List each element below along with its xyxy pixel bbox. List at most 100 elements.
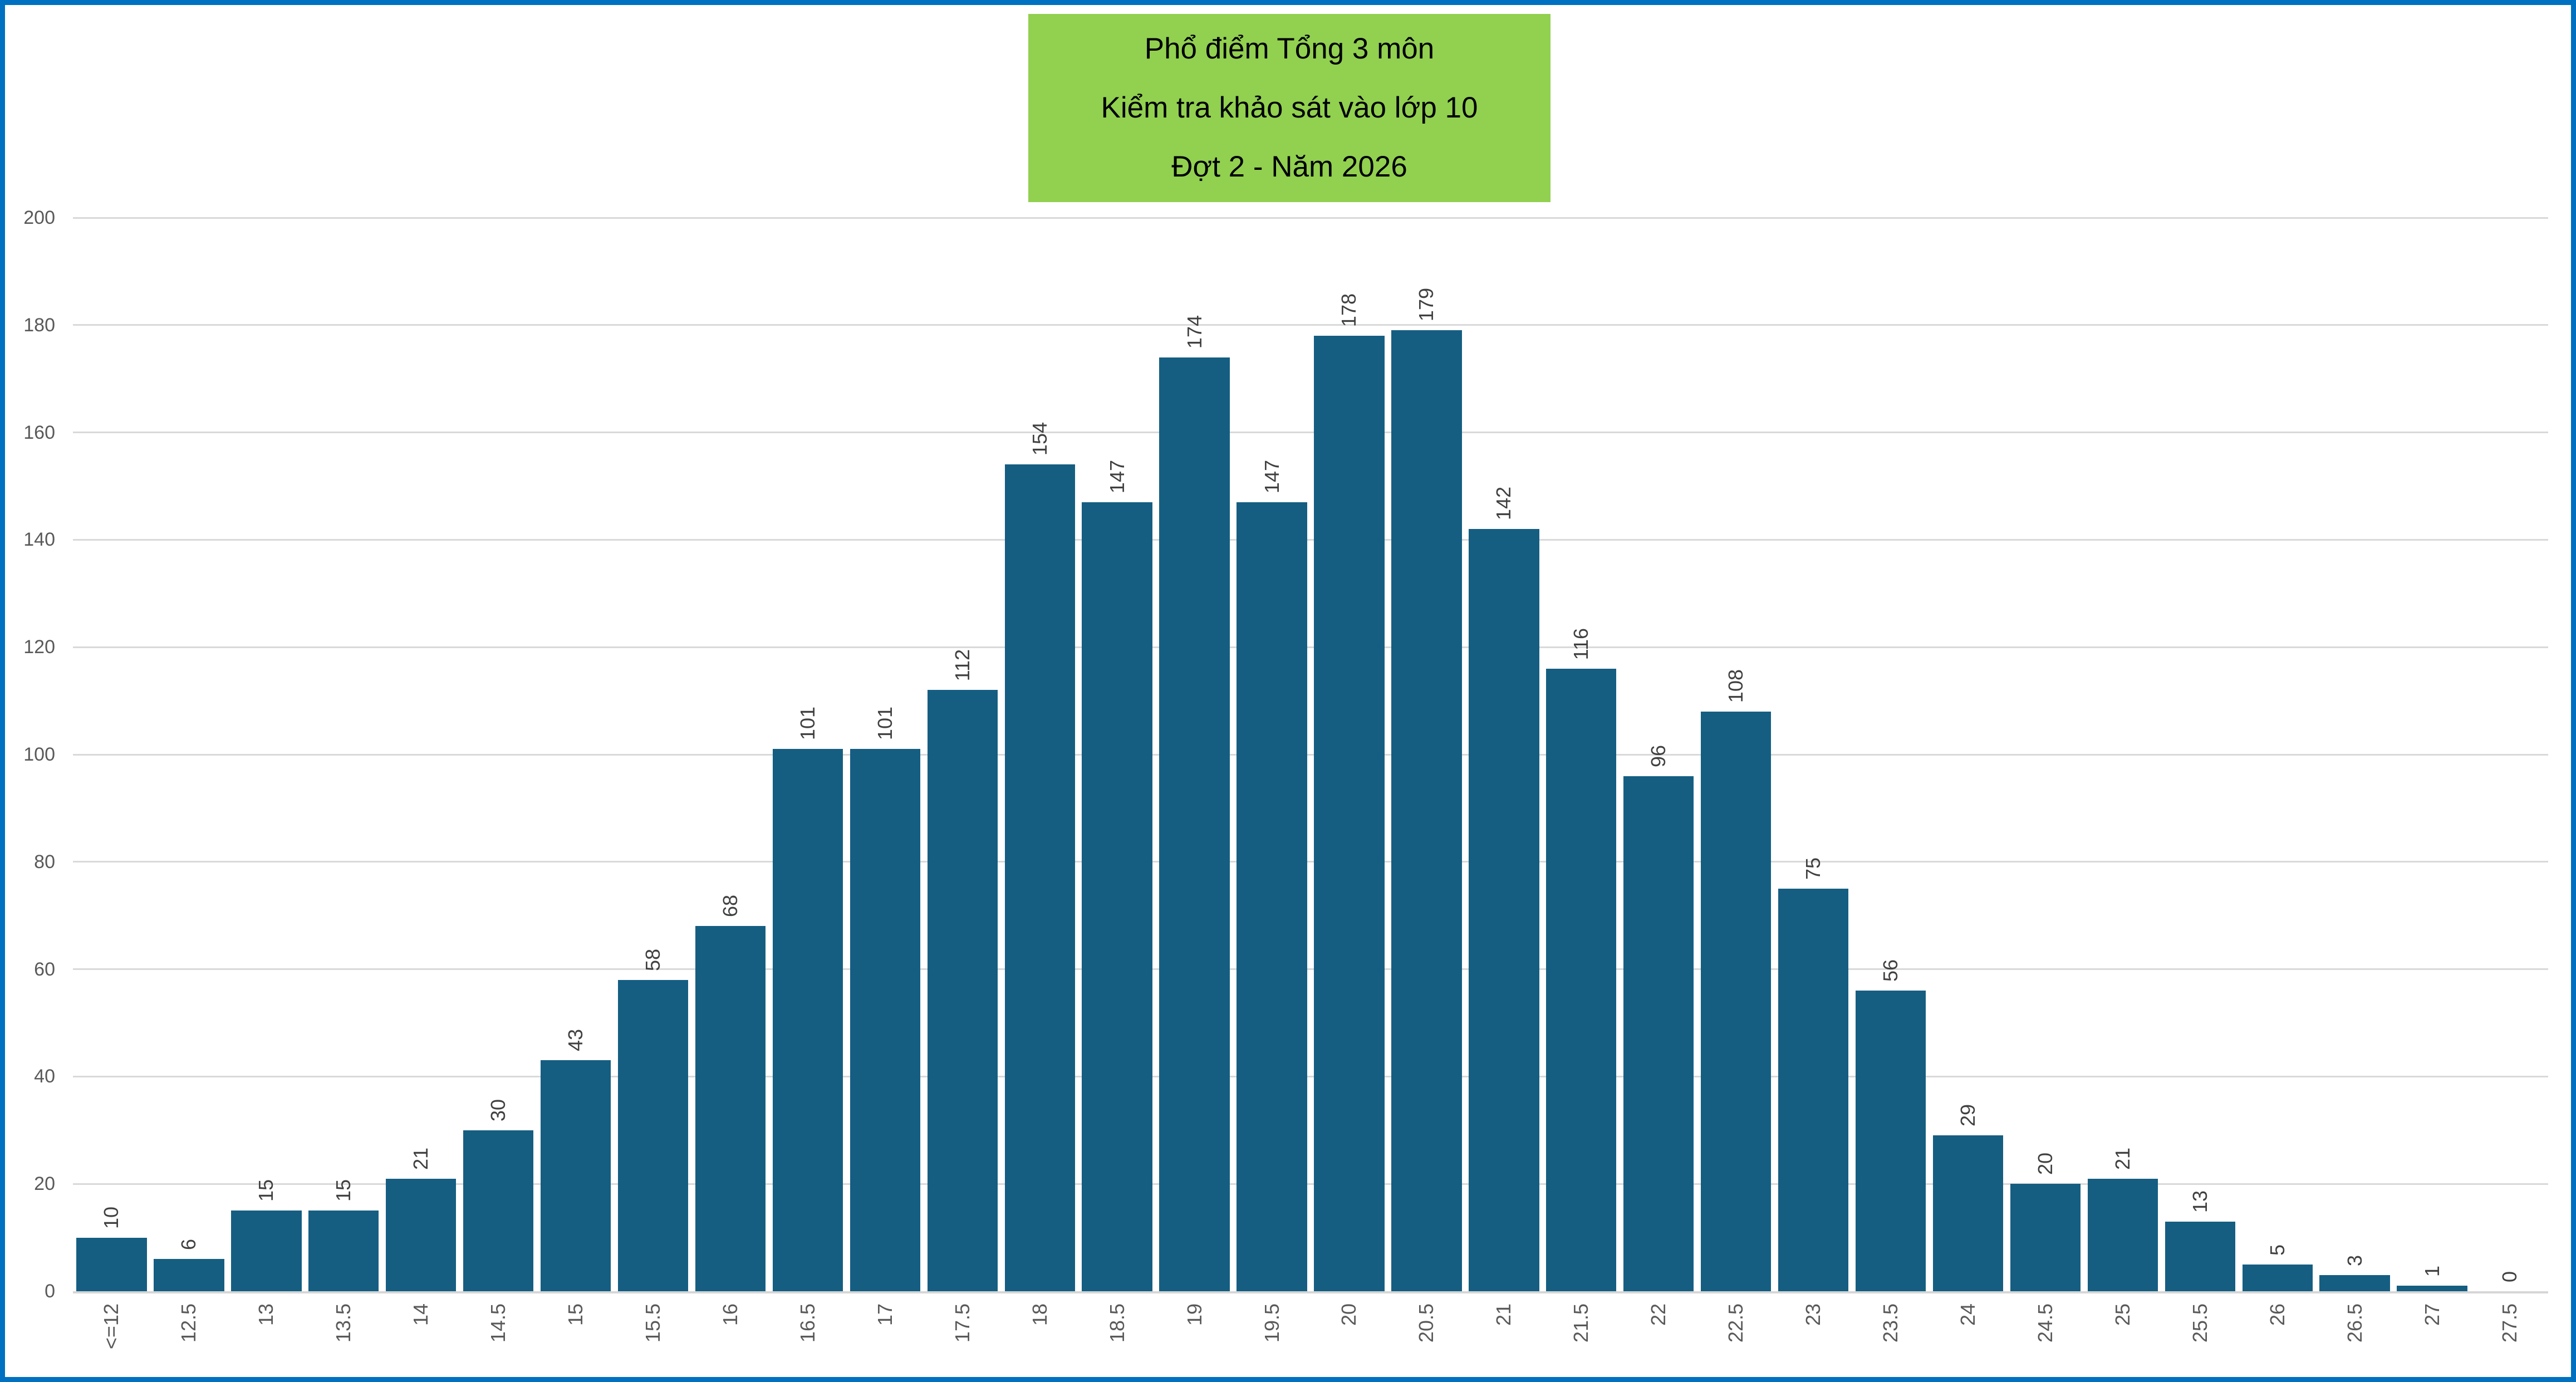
bar-20.5 bbox=[1391, 330, 1462, 1291]
bar-22.5 bbox=[1700, 712, 1772, 1291]
x-tick-label-13.5: 13.5 bbox=[332, 1303, 355, 1343]
gridline-60 bbox=[73, 968, 2548, 971]
value-label-19.5: 147 bbox=[1260, 459, 1283, 493]
bar-column-25.5: 13 25.5 bbox=[2161, 218, 2239, 1342]
x-tick-label-13: 13 bbox=[254, 1303, 278, 1326]
y-tick-label-0: 0 bbox=[45, 1281, 55, 1302]
value-label-<=12: 10 bbox=[100, 1206, 123, 1229]
x-tick-label-26: 26 bbox=[2265, 1303, 2289, 1326]
x-tick-label-25.5: 25.5 bbox=[2188, 1303, 2211, 1343]
x-tick-label-21.5: 21.5 bbox=[1569, 1303, 1593, 1343]
bar-17 bbox=[850, 749, 921, 1291]
bar-column-25: 21 25 bbox=[2084, 218, 2161, 1326]
y-tick-label-200: 200 bbox=[23, 207, 55, 228]
bar-25 bbox=[2087, 1179, 2158, 1291]
value-label-24.5: 20 bbox=[2033, 1152, 2057, 1175]
gridline-40 bbox=[73, 1075, 2548, 1077]
gridline-20 bbox=[73, 1183, 2548, 1185]
x-tick-label-14.5: 14.5 bbox=[487, 1303, 510, 1343]
bar-column-18: 154 18 bbox=[1001, 218, 1078, 1326]
bar-13.5 bbox=[308, 1211, 379, 1291]
bar-column-20.5: 179 20.5 bbox=[1388, 218, 1465, 1342]
value-label-15.5: 58 bbox=[641, 948, 665, 971]
value-label-17.5: 112 bbox=[950, 649, 974, 681]
bar-column-13.5: 15 13.5 bbox=[305, 218, 382, 1342]
bar-column-17.5: 112 17.5 bbox=[924, 218, 1001, 1342]
value-label-21: 142 bbox=[1492, 486, 1515, 520]
value-label-26: 5 bbox=[2265, 1244, 2289, 1256]
value-label-14: 21 bbox=[409, 1147, 433, 1170]
value-label-26.5: 3 bbox=[2343, 1254, 2366, 1266]
bar-<=12 bbox=[76, 1238, 147, 1291]
x-tick-label-16.5: 16.5 bbox=[796, 1303, 819, 1343]
bar-column-14.5: 30 14.5 bbox=[460, 218, 537, 1342]
bar-column-17: 101 17 bbox=[846, 218, 924, 1326]
bar-26 bbox=[2242, 1265, 2313, 1291]
x-tick-label-24.5: 24.5 bbox=[2033, 1303, 2057, 1343]
value-label-18: 154 bbox=[1028, 422, 1051, 455]
y-tick-label-160: 160 bbox=[23, 422, 55, 443]
bar-column-14: 21 14 bbox=[382, 218, 460, 1326]
y-tick-label-100: 100 bbox=[23, 744, 55, 765]
x-tick-label-20.5: 20.5 bbox=[1415, 1303, 1438, 1343]
x-tick-label-18.5: 18.5 bbox=[1105, 1303, 1128, 1343]
value-label-16.5: 101 bbox=[796, 706, 819, 740]
plot-area: 0 20 40 60 80 100 120 140 160 180 200 10 <=12 6 12.5 1… bbox=[23, 207, 2548, 1349]
bar-column-23.5: 56 23.5 bbox=[1852, 218, 1930, 1342]
gridline-200 bbox=[73, 217, 2548, 219]
bar-12.5 bbox=[154, 1259, 224, 1291]
gridline-180 bbox=[73, 324, 2548, 326]
x-tick-label-12.5: 12.5 bbox=[177, 1303, 200, 1343]
y-tick-label-140: 140 bbox=[23, 529, 55, 551]
value-label-20: 178 bbox=[1337, 293, 1361, 327]
bar-column-15.5: 58 15.5 bbox=[615, 218, 692, 1342]
bar-25.5 bbox=[2165, 1222, 2235, 1291]
bar-column-21.5: 116 21.5 bbox=[1543, 218, 1620, 1342]
bar-column-23: 75 23 bbox=[1775, 218, 1852, 1326]
bar-column-24: 29 24 bbox=[1930, 218, 2007, 1326]
chart-title-line-3: Đợt 2 - Năm 2026 bbox=[1171, 150, 1407, 183]
y-tick-label-20: 20 bbox=[34, 1173, 55, 1195]
value-label-27: 1 bbox=[2420, 1265, 2443, 1277]
x-tick-label-27: 27 bbox=[2420, 1303, 2443, 1326]
x-tick-label-16: 16 bbox=[718, 1303, 742, 1326]
value-label-14.5: 30 bbox=[487, 1099, 510, 1121]
value-label-19: 174 bbox=[1182, 315, 1206, 349]
bar-24.5 bbox=[2010, 1184, 2081, 1291]
bar-22 bbox=[1623, 776, 1694, 1291]
bar-16.5 bbox=[772, 749, 843, 1291]
value-label-21.5: 116 bbox=[1569, 628, 1593, 660]
bar-column-12.5: 6 12.5 bbox=[150, 218, 228, 1342]
x-tick-label-24: 24 bbox=[1956, 1303, 1979, 1326]
value-label-22: 96 bbox=[1647, 744, 1670, 767]
x-tick-label-23.5: 23.5 bbox=[1879, 1303, 1902, 1343]
x-tick-label-23: 23 bbox=[1802, 1303, 1825, 1326]
bar-column-26.5: 3 26.5 bbox=[2316, 218, 2393, 1342]
bar-column-22: 96 22 bbox=[1620, 218, 1697, 1326]
x-tick-label-21: 21 bbox=[1492, 1303, 1515, 1326]
bar-13 bbox=[231, 1211, 302, 1291]
x-tick-label-20: 20 bbox=[1337, 1303, 1361, 1326]
bar-column-22.5: 108 22.5 bbox=[1697, 218, 1775, 1342]
x-tick-label-19: 19 bbox=[1182, 1303, 1206, 1326]
value-label-25: 21 bbox=[2111, 1147, 2134, 1170]
bar-18 bbox=[1004, 464, 1075, 1291]
value-label-12.5: 6 bbox=[177, 1238, 200, 1250]
bar-23 bbox=[1778, 889, 1849, 1291]
bar-19 bbox=[1159, 357, 1230, 1291]
value-label-27.5: 0 bbox=[2498, 1271, 2521, 1282]
y-tick-label-180: 180 bbox=[23, 314, 55, 336]
bar-column-18.5: 147 18.5 bbox=[1078, 218, 1156, 1342]
y-tick-label-80: 80 bbox=[34, 851, 55, 873]
x-tick-label-18: 18 bbox=[1028, 1303, 1051, 1326]
bar-column-16: 68 16 bbox=[692, 218, 769, 1326]
x-tick-label-25: 25 bbox=[2111, 1303, 2134, 1326]
bar-21.5 bbox=[1546, 669, 1617, 1291]
value-label-18.5: 147 bbox=[1105, 459, 1128, 493]
x-tick-label-19.5: 19.5 bbox=[1260, 1303, 1283, 1343]
bars-row: 10 <=12 6 12.5 15 13 15 13.5 21 14 30 14.5 43 15 58 15.… bbox=[73, 218, 2548, 1349]
gridline-140 bbox=[73, 538, 2548, 541]
x-tick-label-17.5: 17.5 bbox=[950, 1303, 974, 1343]
value-label-24: 29 bbox=[1956, 1104, 1979, 1126]
